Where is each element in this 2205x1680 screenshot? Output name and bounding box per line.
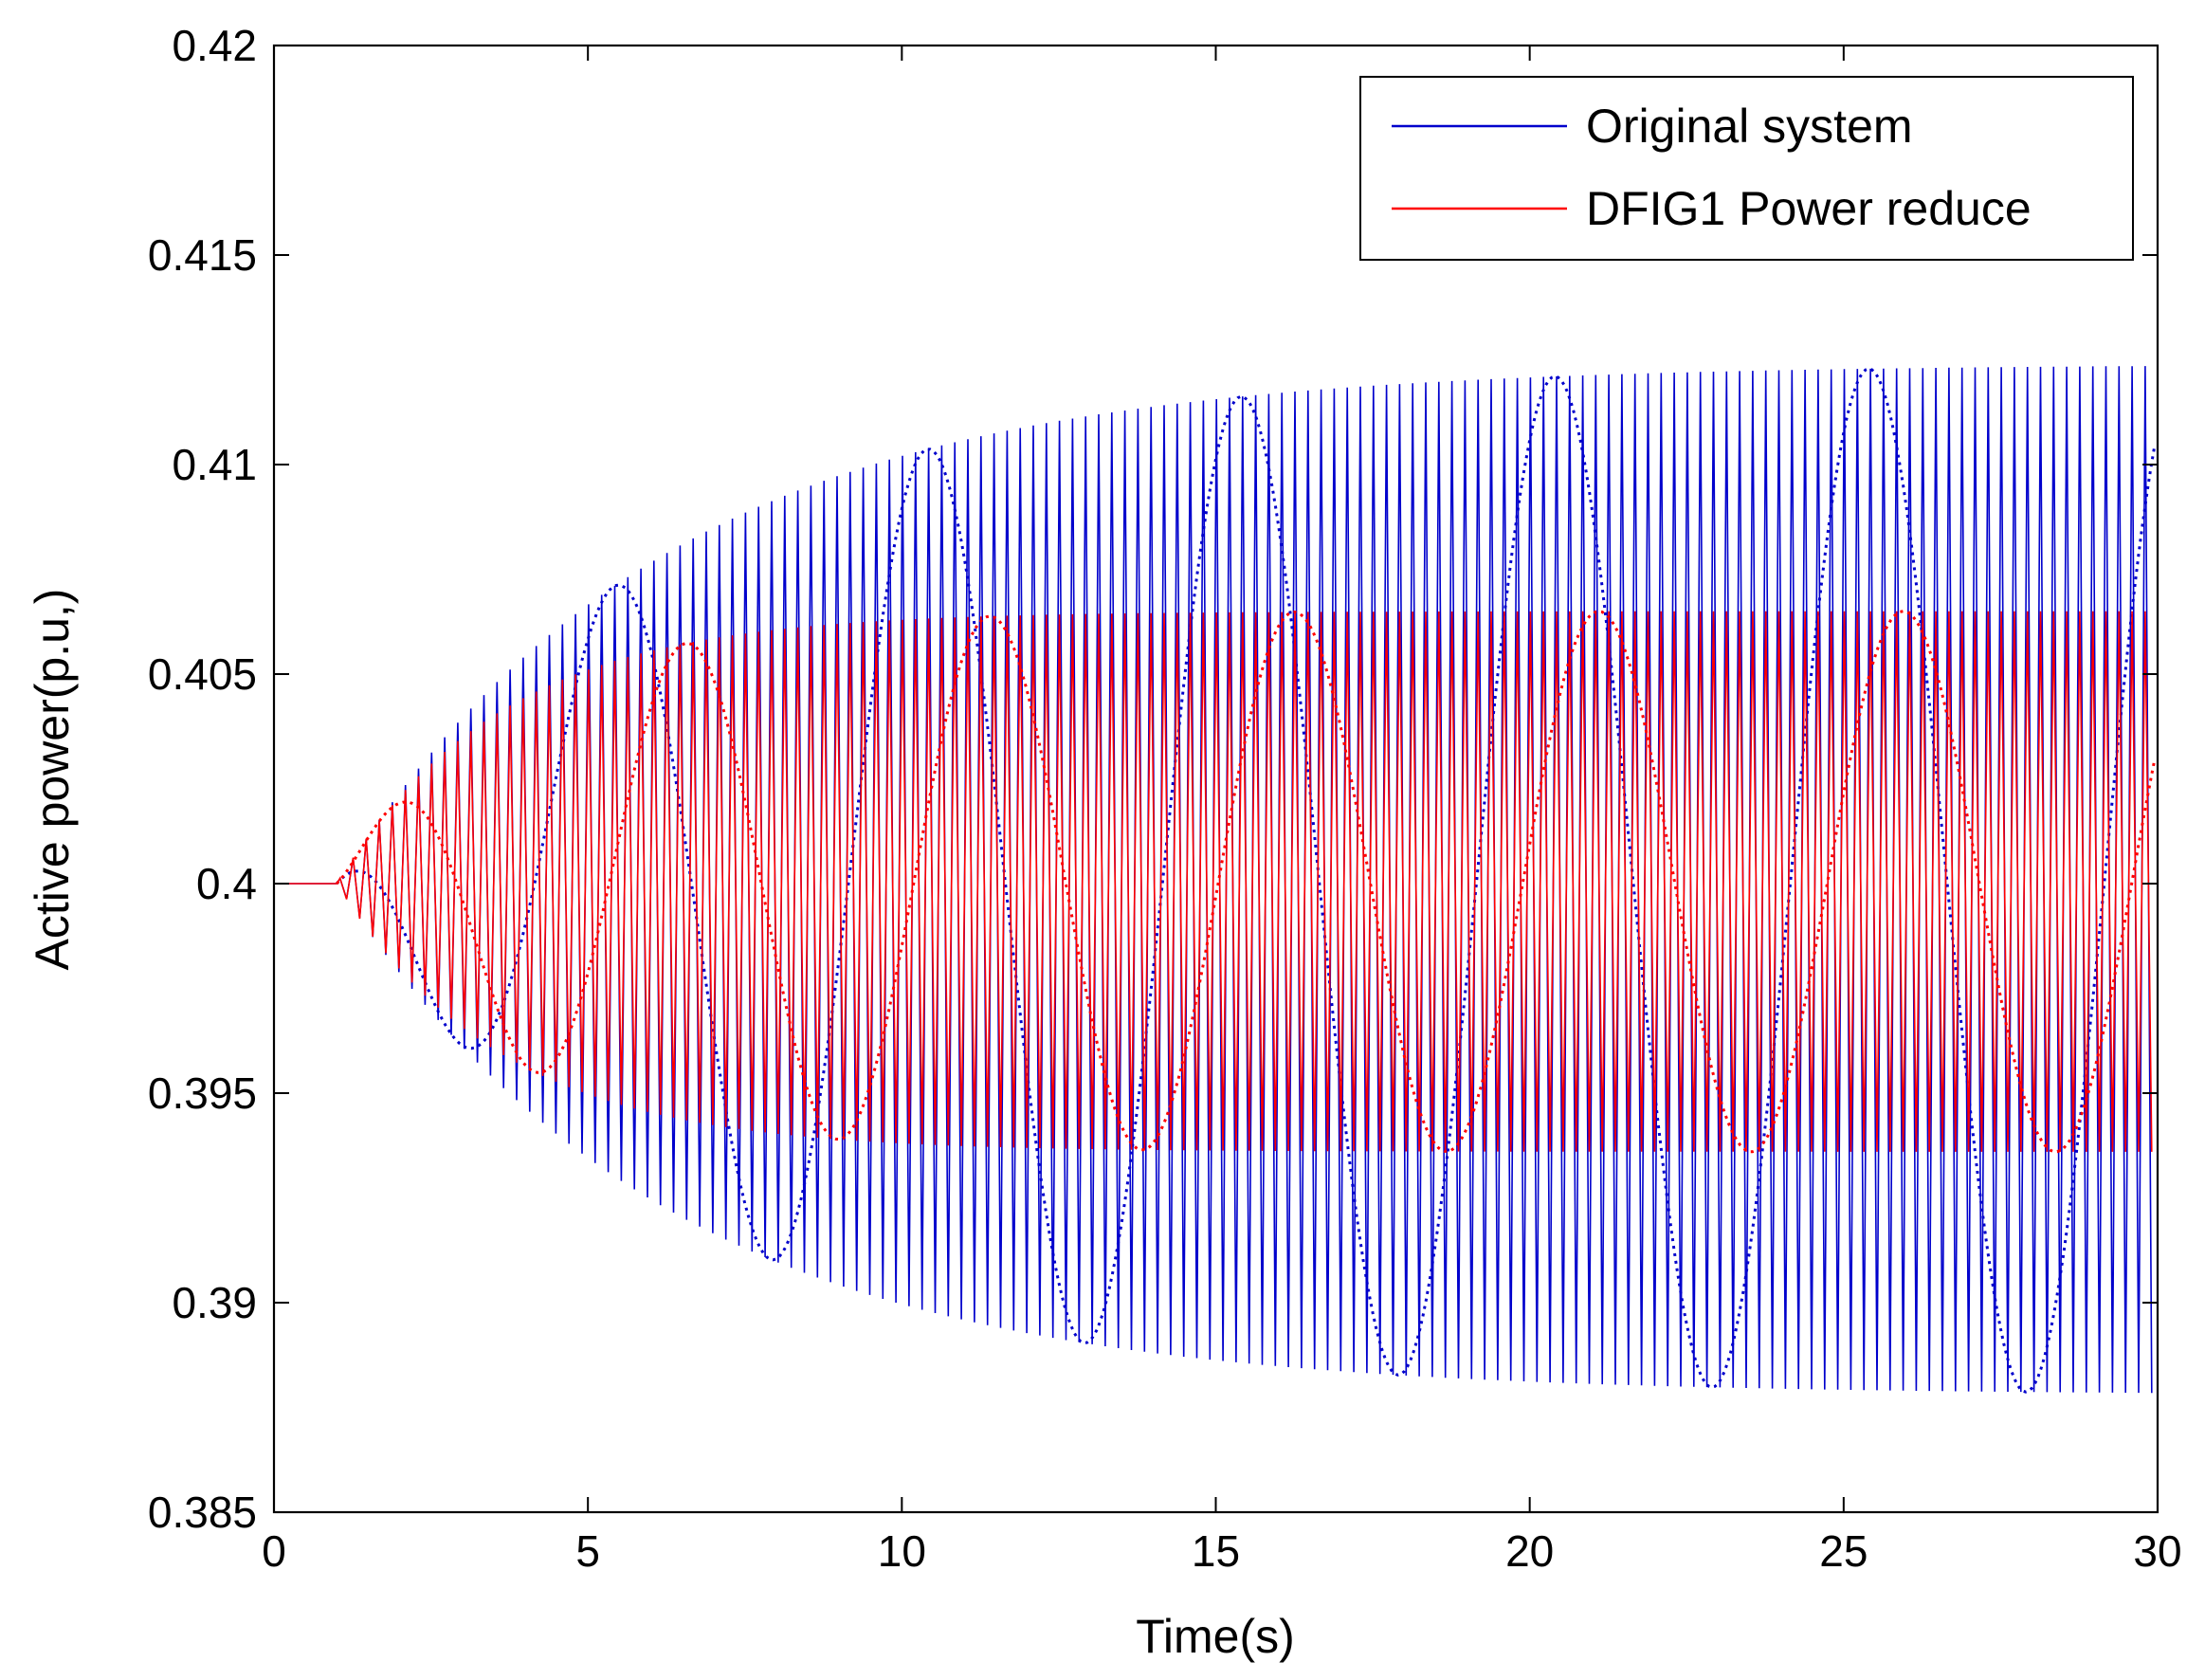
y-tick-label: 0.42 — [172, 21, 257, 70]
y-tick-label: 0.39 — [172, 1278, 257, 1327]
legend-label-dfig1-power-reduce: DFIG1 Power reduce — [1586, 182, 2032, 235]
y-axis-label: Active power(p.u,) — [26, 589, 79, 971]
legend-box — [1359, 76, 2134, 261]
series-line-dfig1-power-reduce — [274, 611, 2153, 1152]
x-tick-label: 15 — [1192, 1526, 1240, 1576]
series-beat-original-system — [336, 367, 2157, 1394]
y-tick-label: 0.415 — [148, 230, 257, 280]
series-layer — [274, 366, 2157, 1394]
tick-layer: 0 5 10 15 20 25 30 0.385 0.39 0.395 0.4 0.405 0.41 0.… — [148, 21, 2182, 1576]
x-tick-label: 5 — [575, 1526, 600, 1576]
y-tick-label: 0.385 — [148, 1488, 257, 1537]
x-tick-label: 0 — [262, 1526, 286, 1576]
x-axis-label: Time(s) — [1136, 1610, 1295, 1663]
x-tick-label: 30 — [2133, 1526, 2181, 1576]
x-tick-label: 20 — [1505, 1526, 1554, 1576]
y-tick-label: 0.395 — [148, 1068, 257, 1118]
legend: Original system DFIG1 Power reduce — [1359, 76, 2134, 261]
legend-label-original-system: Original system — [1586, 100, 1913, 153]
x-tick-label: 10 — [878, 1526, 926, 1576]
y-tick-label: 0.4 — [196, 859, 257, 908]
y-tick-label: 0.405 — [148, 649, 257, 699]
y-tick-label: 0.41 — [172, 440, 257, 489]
x-tick-label: 25 — [1819, 1526, 1868, 1576]
series-beat-dfig1-power-reduce — [336, 610, 2157, 1154]
plot-area — [274, 46, 2158, 1512]
